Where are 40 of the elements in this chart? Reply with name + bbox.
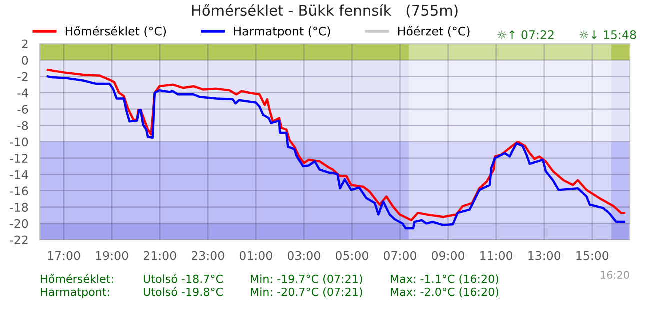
x-tick-label: 03:00 xyxy=(288,251,320,260)
x-tick-label: 05:00 xyxy=(336,251,368,260)
text: ☼↓ 15:48 xyxy=(580,30,636,40)
y-tick-label: 2 xyxy=(22,40,28,48)
text: Utolsó -19.8°C xyxy=(144,287,223,296)
x-tick-label: 15:00 xyxy=(576,251,609,260)
y-tick-label: -4 xyxy=(18,88,28,98)
text: Hőmérséklet: xyxy=(41,274,114,284)
chart-title: Hőmérséklet - Bükk fennsík (755m) xyxy=(192,4,458,18)
y-tick-label: -12 xyxy=(10,154,28,163)
x-tick-label: 11:00 xyxy=(480,251,513,260)
y-tick-label: -22 xyxy=(10,236,28,244)
y-tick-label: -8 xyxy=(18,121,28,130)
y-tick-label: -14 xyxy=(10,170,28,180)
x-tick-label: 01:00 xyxy=(240,251,272,260)
y-tick-label: -10 xyxy=(10,138,28,147)
y-tick-label: -6 xyxy=(18,105,28,114)
legend-label: Hőérzet (°C) xyxy=(398,26,470,38)
text: ☼↑ 07:22 xyxy=(498,30,554,40)
y-tick-label: -20 xyxy=(10,219,28,228)
x-tick-label: 07:00 xyxy=(384,251,416,260)
x-tick-label: 19:00 xyxy=(96,251,128,260)
text: Min: -19.7°C (07:21) xyxy=(251,274,362,285)
x-tick-label: 17:00 xyxy=(48,251,80,260)
y-tick-label: -18 xyxy=(10,203,28,212)
text: 16:20 xyxy=(601,271,630,280)
x-tick-label: 23:00 xyxy=(192,251,224,260)
x-tick-label: 13:00 xyxy=(528,251,561,260)
text: Max: -2.0°C (16:20) xyxy=(391,288,499,298)
text: Min: -20.7°C (07:21) xyxy=(251,288,362,298)
text: Utolsó -18.7°C xyxy=(144,274,223,284)
y-tick-label: -2 xyxy=(18,72,28,82)
text: Max: -1.1°C (16:20) xyxy=(391,274,499,285)
x-tick-label: 09:00 xyxy=(432,251,465,260)
text: Harmatpont: xyxy=(41,288,110,298)
legend-label: Hőmérséklet (°C) xyxy=(66,26,166,38)
x-tick-label: 21:00 xyxy=(144,251,176,260)
y-tick-label: 0 xyxy=(22,56,28,65)
y-tick-label: -16 xyxy=(10,186,28,196)
legend-label: Harmatpont (°C) xyxy=(234,26,330,38)
